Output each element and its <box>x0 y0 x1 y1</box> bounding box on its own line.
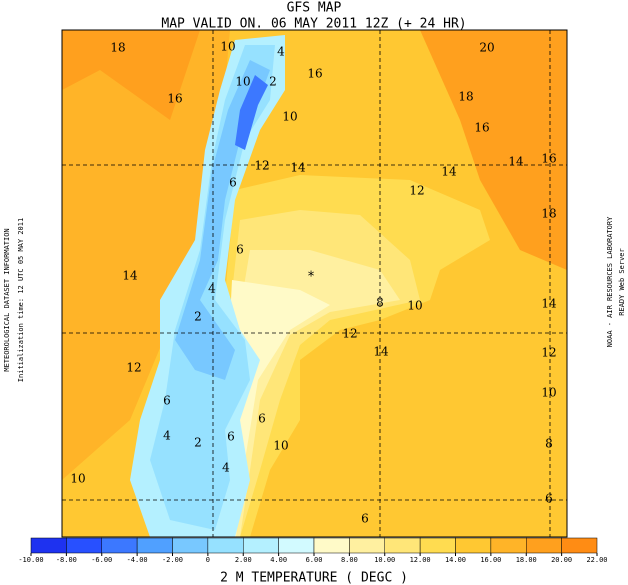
contour-label: 8 <box>545 437 553 451</box>
colorbar-tick-label: 0 <box>206 556 210 564</box>
subtitle: MAP VALID ON. 06 MAY 2011 12Z (+ 24 HR) <box>161 17 466 32</box>
contour-label: 2 <box>269 75 277 89</box>
contour-label: 16 <box>474 121 489 135</box>
contour-label: 10 <box>70 472 85 486</box>
colorbar-tick-label: 4.00 <box>270 556 287 564</box>
colorbar-tick-label: 16.00 <box>480 556 501 564</box>
contour-label: 18 <box>541 207 556 221</box>
colorbar-bin <box>419 537 456 554</box>
dataset-info: METEOROLOGICAL DATASET INFORMATION <box>3 228 11 371</box>
colorbar-title: 2 M TEMPERATURE ( DEGC ) <box>220 571 408 585</box>
colorbar-tick-label: 22.00 <box>586 556 607 564</box>
contour-label: 14 <box>508 155 524 169</box>
contour-label: 4 <box>163 429 171 443</box>
title: GFS MAP <box>287 1 342 16</box>
contour-label: 10 <box>273 439 288 453</box>
map-frame <box>61 29 568 538</box>
colorbar-tick-label: 14.00 <box>445 556 466 564</box>
colorbar-tick-label: -6.00 <box>91 556 112 564</box>
colorbar-tick-label: -2.00 <box>162 556 183 564</box>
region-warm-nw <box>62 30 200 120</box>
colorbar-tick-label: -8.00 <box>56 556 77 564</box>
contour-label: 14 <box>441 165 457 179</box>
colorbar-bin <box>30 537 67 554</box>
colorbar-bin <box>66 537 102 554</box>
colorbar-bin <box>526 537 562 554</box>
region-warm-east <box>420 30 567 270</box>
contour-label: 10 <box>407 299 422 313</box>
colorbar-bin <box>101 537 138 554</box>
map: * <box>61 29 568 538</box>
init-time: Initialization time: 12 UTC 05 MAY 2011 <box>17 218 25 382</box>
contour-label: 16 <box>307 67 322 81</box>
contour-label: 4 <box>277 45 285 59</box>
server-name: READY Web Server <box>618 248 626 315</box>
contour-label: 6 <box>236 243 244 257</box>
contour-label: 16 <box>541 152 556 166</box>
contour-label: 14 <box>290 161 306 175</box>
contour-label: 18 <box>110 41 125 55</box>
colorbar-bin <box>349 537 385 554</box>
colorbar-tick-label: 18.00 <box>516 556 537 564</box>
colorbar-bin <box>136 537 173 554</box>
colorbar-bin <box>207 537 244 554</box>
colorbar-tick-label: 6.00 <box>306 556 323 564</box>
contour-label: 12 <box>254 159 269 173</box>
region-0 <box>150 45 275 530</box>
contour-label: 10 <box>220 40 235 54</box>
contour-label: 6 <box>361 512 369 526</box>
contour-label: 6 <box>227 430 235 444</box>
region-m2 <box>175 60 270 380</box>
contour-label: 10 <box>541 386 556 400</box>
contour-label: 4 <box>222 461 230 475</box>
contour-label: 20 <box>479 41 494 55</box>
contour-label: 2 <box>194 436 202 450</box>
contour-label: 18 <box>458 90 473 104</box>
contour-label: 14 <box>122 269 138 283</box>
region-6 <box>226 280 330 537</box>
contour-label: 16 <box>167 92 182 106</box>
contour-label: 6 <box>229 176 237 190</box>
contour-label: 6 <box>258 412 266 426</box>
contour-label: 12 <box>541 346 556 360</box>
contour-label: 4 <box>208 282 216 296</box>
location-marker: * <box>307 270 315 285</box>
grid <box>62 30 567 537</box>
colorbar-tick-label: -10.00 <box>18 556 43 564</box>
contour-label: 14 <box>541 297 557 311</box>
contour-label: 6 <box>545 492 553 506</box>
colorbar-bin <box>278 537 315 554</box>
colorbar-tick-label: -4.00 <box>127 556 148 564</box>
contour-label: 10 <box>235 75 250 89</box>
colorbar-tick-label: 8.00 <box>341 556 358 564</box>
contour-label: 2 <box>194 310 202 324</box>
contour-label: 8 <box>376 296 384 310</box>
colorbar-tick-label: 12.00 <box>410 556 431 564</box>
contour-label: 14 <box>373 345 389 359</box>
region-warm-west <box>62 30 230 480</box>
colorbar-bin <box>243 537 279 554</box>
contour-label: 6 <box>163 394 171 408</box>
colorbar-tick-label: 10.00 <box>374 556 395 564</box>
contour-label: 12 <box>126 361 141 375</box>
colorbar-bin <box>172 537 209 554</box>
region-m6 <box>235 75 268 150</box>
lab-name: NOAA - AIR RESOURCES LABORATORY <box>606 216 614 347</box>
colorbar-bin <box>455 537 492 554</box>
colorbar-bin <box>561 537 598 554</box>
contour-label: 10 <box>282 110 297 124</box>
colorbar-bin <box>313 537 350 554</box>
colorbar-bin <box>490 537 527 554</box>
colorbar-tick-label: 2.00 <box>235 556 252 564</box>
contour-label: 12 <box>342 327 357 341</box>
colorbar-bin <box>384 537 421 554</box>
contour-label: 12 <box>409 184 424 198</box>
colorbar-tick-label: 20.00 <box>551 556 572 564</box>
